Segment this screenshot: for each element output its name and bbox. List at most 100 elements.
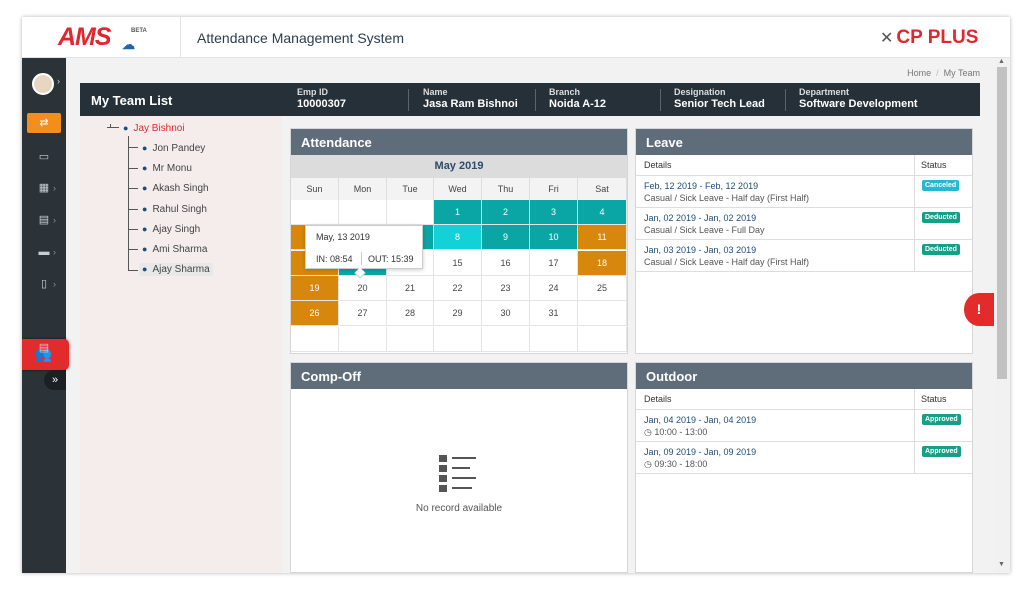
outdoor-dates: Jan, 04 2019 - Jan, 04 2019 xyxy=(644,415,757,425)
calendar-day[interactable]: 23 xyxy=(482,275,530,301)
calendar-day[interactable]: 3 xyxy=(530,200,578,225)
weekday-label: Wed xyxy=(434,178,482,200)
tree-node-root[interactable]: ● Jay Bishnoi xyxy=(123,123,185,134)
scroll-up-icon[interactable]: ▲ xyxy=(998,58,1005,65)
calendar-day[interactable]: 29 xyxy=(434,301,482,327)
calendar-day[interactable]: 21 xyxy=(387,275,434,301)
clock-icon: ◷ xyxy=(644,427,655,437)
calendar-day[interactable]: 16 xyxy=(482,250,530,276)
calendar-day[interactable]: 8 xyxy=(434,225,482,251)
cloud-icon: ☁ xyxy=(122,37,135,52)
calendar-day[interactable]: 11 xyxy=(578,225,627,251)
sidebar-item-dashboard[interactable]: ▭ xyxy=(22,146,66,168)
clock-icon: ◷ xyxy=(644,459,655,469)
calendar-day[interactable]: 22 xyxy=(434,275,482,301)
divider xyxy=(535,89,536,111)
tree-line xyxy=(128,249,138,250)
table-row[interactable]: Jan, 09 2019 - Jan, 09 2019 ◷ 09:30 - 18:… xyxy=(636,442,972,474)
tree-node-selected[interactable]: ● Ajay Sharma xyxy=(139,263,213,276)
outdoor-dates: Jan, 09 2019 - Jan, 09 2019 xyxy=(644,447,757,457)
alert-icon: ! xyxy=(976,301,982,317)
calendar-grid-icon: ▤ xyxy=(38,214,50,226)
scroll-down-icon[interactable]: ▼ xyxy=(998,561,1005,568)
tree-node[interactable]: ● Mr Monu xyxy=(142,163,192,174)
department-field: Department Software Development xyxy=(799,87,918,110)
calendar-day[interactable]: 26 xyxy=(291,301,339,327)
app-title: Attendance Management System xyxy=(197,30,405,46)
tree-line xyxy=(128,188,138,189)
vertical-scrollbar[interactable]: ▲ ▼ xyxy=(995,58,1010,573)
calendar-day[interactable]: 20 xyxy=(339,275,387,301)
chevron-right-icon: › xyxy=(53,215,56,225)
table-row[interactable]: Jan, 02 2019 - Jan, 02 2019 Casual / Sick… xyxy=(636,208,972,240)
calendar-day[interactable]: 4 xyxy=(578,200,627,225)
tree-node-label: Mr Monu xyxy=(152,163,192,174)
tree-line xyxy=(128,147,138,148)
shuffle-icon[interactable]: ⇄ xyxy=(27,113,61,133)
calendar-day[interactable]: 19 xyxy=(291,275,339,301)
team-tree-panel: ● Jay Bishnoi ● Jon Pandey ● Mr Monu ● Akash… xyxy=(80,116,282,573)
leave-type: Casual / Sick Leave - Full Day xyxy=(644,225,765,235)
tree-node-label: Ami Sharma xyxy=(152,244,208,255)
avatar[interactable] xyxy=(32,73,54,95)
calendar-day[interactable]: 18 xyxy=(578,250,627,276)
breadcrumb: Home / My Team xyxy=(907,68,980,78)
divider xyxy=(914,410,915,442)
panel-title: Leave xyxy=(636,129,972,155)
tree-line xyxy=(128,168,138,169)
sidebar-item-attendance[interactable]: ▦ › xyxy=(22,177,66,199)
sidebar-item-reports[interactable]: ▤ xyxy=(22,337,66,359)
user-icon: ● xyxy=(142,143,148,153)
calendar-day[interactable]: 10 xyxy=(530,225,578,251)
sos-alert-button[interactable]: ! xyxy=(964,293,994,326)
sidebar-item-outdoor[interactable]: ▬ › xyxy=(22,241,66,263)
calendar-day[interactable]: 2 xyxy=(482,200,530,225)
weekday-label: Mon xyxy=(339,178,387,200)
emp-id-field: Emp ID 10000307 xyxy=(297,87,346,110)
breadcrumb-separator: / xyxy=(936,68,939,78)
tree-node-label: Akash Singh xyxy=(152,183,209,194)
expand-sidebar-button[interactable]: » xyxy=(44,370,66,390)
user-icon: ● xyxy=(142,183,148,193)
calendar-day[interactable]: 15 xyxy=(434,250,482,276)
brand-mark-icon: ✕ xyxy=(880,30,894,47)
calendar-day[interactable]: 27 xyxy=(339,301,387,327)
calendar-day[interactable]: 17 xyxy=(530,250,578,276)
column-header-status: Status xyxy=(921,160,947,170)
tree-node[interactable]: ● Akash Singh xyxy=(142,183,209,194)
tree-node-label: Ajay Sharma xyxy=(152,264,210,275)
calendar-day[interactable]: 9 xyxy=(482,225,530,251)
calendar-day[interactable]: 30 xyxy=(482,301,530,327)
tree-line xyxy=(128,209,138,210)
table-header: Details Status xyxy=(636,155,972,176)
tree-line xyxy=(128,270,138,271)
ams-logo[interactable]: AMS BETA ☁ xyxy=(58,23,147,52)
scroll-thumb[interactable] xyxy=(997,67,1007,379)
users-icon: 👥 xyxy=(34,346,53,362)
divider xyxy=(361,252,362,265)
tree-node[interactable]: ● Jon Pandey xyxy=(142,143,205,154)
sidebar-item-my-team[interactable]: 👥 xyxy=(22,339,69,370)
tree-node[interactable]: ● Ami Sharma xyxy=(142,244,207,255)
calendar-day[interactable]: 31 xyxy=(530,301,578,327)
table-row[interactable]: Jan, 04 2019 - Jan, 04 2019 ◷ 10:00 - 13:… xyxy=(636,410,972,442)
tree-node[interactable]: ● Ajay Singh xyxy=(142,224,200,235)
table-row[interactable]: Feb, 12 2019 - Feb, 12 2019 Casual / Sick… xyxy=(636,176,972,208)
sidebar-item-leave[interactable]: ▤ › xyxy=(22,209,66,231)
top-bar: AMS BETA ☁ Attendance Management System … xyxy=(22,17,1010,58)
status-badge: Deducted xyxy=(922,212,960,223)
calendar-day[interactable]: 25 xyxy=(578,275,627,301)
user-icon: ● xyxy=(142,224,148,234)
calendar-day[interactable]: 24 xyxy=(530,275,578,301)
chevron-right-icon[interactable]: › xyxy=(57,76,60,86)
breadcrumb-home[interactable]: Home xyxy=(907,68,932,78)
sidebar-item-mobile[interactable]: ▯ › xyxy=(22,273,66,295)
tree-node[interactable]: ● Rahul Singh xyxy=(142,204,207,215)
field-value: 10000307 xyxy=(297,98,346,110)
table-row[interactable]: Jan, 03 2019 - Jan, 03 2019 Casual / Sick… xyxy=(636,240,972,272)
field-value: Jasa Ram Bishnoi xyxy=(423,98,518,110)
leave-dates: Jan, 02 2019 - Jan, 02 2019 xyxy=(644,213,757,223)
weekday-label: Fri xyxy=(530,178,578,200)
calendar-day[interactable]: 28 xyxy=(387,301,434,327)
calendar-day[interactable]: 1 xyxy=(434,200,482,225)
